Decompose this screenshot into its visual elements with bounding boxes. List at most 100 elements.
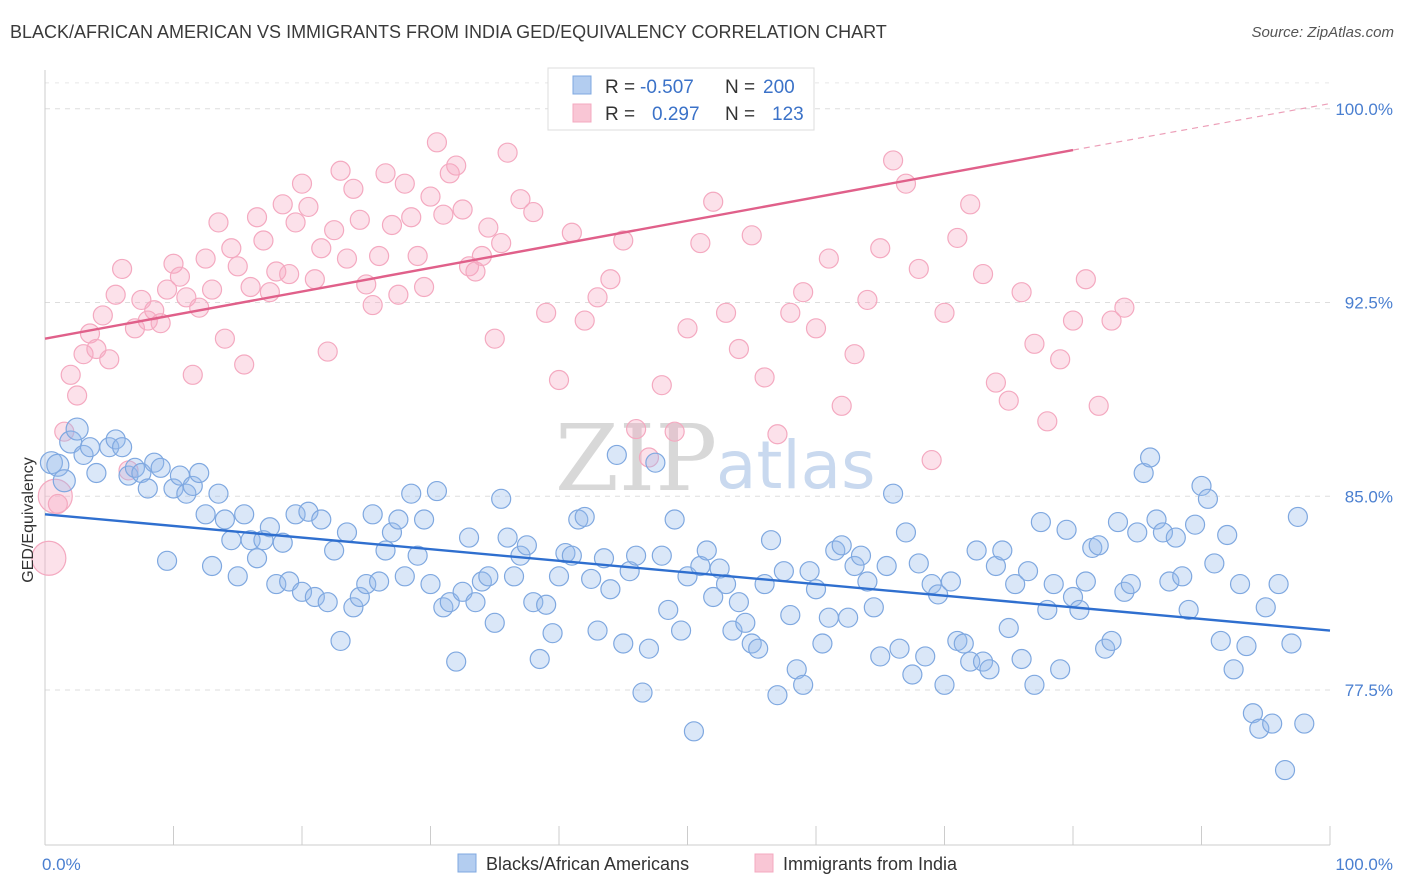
black-point-69 xyxy=(491,488,512,509)
india-point-24 xyxy=(189,297,210,318)
black-point-135 xyxy=(915,646,936,667)
black-point-171 xyxy=(1146,509,1167,530)
india-point-12 xyxy=(111,258,133,280)
black-point-91 xyxy=(632,682,653,703)
black-point-112 xyxy=(767,685,788,706)
india-point-95 xyxy=(793,282,814,303)
black-point-49 xyxy=(362,504,383,525)
legend-top: R = -0.507 N = 200 R = 0.297 N = 123 xyxy=(547,67,815,131)
black-point-94 xyxy=(651,545,672,566)
india-point-84 xyxy=(651,375,672,396)
india-point-41 xyxy=(298,196,319,218)
india-point-58 xyxy=(407,245,428,267)
india-point-119 xyxy=(1101,310,1122,331)
black-point-52 xyxy=(381,522,403,543)
black-point-193 xyxy=(1287,506,1308,528)
black-point-101 xyxy=(696,540,717,561)
black-point-190 xyxy=(1268,573,1289,595)
india-point-101 xyxy=(870,238,891,259)
black-point-127 xyxy=(863,597,884,618)
india-point-90 xyxy=(728,338,750,360)
india-point-31 xyxy=(234,354,255,375)
india-point-20 xyxy=(163,253,184,274)
black-point-38 xyxy=(291,581,313,602)
black-point-40 xyxy=(304,586,325,608)
india-point-81 xyxy=(613,230,634,251)
black-point-150 xyxy=(1011,648,1032,670)
legend-box xyxy=(547,67,815,131)
black-point-111 xyxy=(760,530,782,551)
black-point-165 xyxy=(1107,511,1129,533)
india-point-106 xyxy=(934,302,955,323)
black-point-180 xyxy=(1204,553,1225,574)
black-point-182 xyxy=(1217,524,1238,546)
black-point-77 xyxy=(542,623,563,644)
india-point-59 xyxy=(413,276,435,298)
black-point-131 xyxy=(889,638,910,659)
black-point-35 xyxy=(272,532,293,553)
india-point-10 xyxy=(99,349,120,370)
black-point-184 xyxy=(1229,573,1251,595)
india-point-72 xyxy=(497,142,518,163)
legend-bottom-label-india: Immigrants from India xyxy=(783,854,958,874)
black-point-39 xyxy=(298,501,319,522)
india-point-55 xyxy=(388,284,409,305)
black-point-113 xyxy=(773,561,794,582)
black-point-151 xyxy=(1017,561,1039,582)
india-point-110 xyxy=(985,372,1007,393)
black-point-143 xyxy=(966,540,987,561)
black-point-56 xyxy=(407,545,428,566)
black-point-99 xyxy=(683,721,705,742)
india-point-0 xyxy=(31,540,67,576)
black-point-53 xyxy=(388,509,409,530)
black-point-37 xyxy=(285,504,306,525)
india-point-79 xyxy=(587,287,608,308)
black-point-109 xyxy=(748,638,769,659)
india-point-108 xyxy=(960,194,981,215)
black-point-129 xyxy=(876,555,897,577)
black-point-21 xyxy=(182,475,203,497)
india-point-69 xyxy=(478,217,499,238)
black-point-33 xyxy=(259,517,280,538)
black-point-116 xyxy=(793,674,814,695)
black-point-155 xyxy=(1043,573,1064,595)
black-point-25 xyxy=(208,483,229,504)
india-point-60 xyxy=(420,186,441,207)
black-point-41 xyxy=(311,509,332,530)
black-point-17 xyxy=(156,550,178,571)
india-point-26 xyxy=(201,279,223,300)
black-point-153 xyxy=(1030,511,1051,533)
india-point-113 xyxy=(1024,333,1045,354)
india-point-80 xyxy=(600,269,621,290)
black-point-194 xyxy=(1294,713,1315,734)
india-point-38 xyxy=(279,263,300,285)
india-point-52 xyxy=(369,245,390,267)
india-point-87 xyxy=(690,232,711,254)
india-point-64 xyxy=(446,155,467,176)
x-tick-labels: 0.0% 100.0% xyxy=(42,855,1393,874)
india-point-37 xyxy=(272,194,293,215)
legend-r-label-india: R = xyxy=(605,104,635,125)
india-point-61 xyxy=(426,132,448,153)
trend-lines xyxy=(44,102,1331,632)
india-point-30 xyxy=(227,256,248,277)
india-point-51 xyxy=(362,294,383,316)
india-point-33 xyxy=(246,207,268,228)
india-point-25 xyxy=(195,248,216,269)
black-point-185 xyxy=(1236,635,1257,657)
black-point-147 xyxy=(992,540,1013,561)
black-point-48 xyxy=(356,573,377,595)
india-point-56 xyxy=(394,173,415,194)
india-point-23 xyxy=(182,364,203,385)
black-point-44 xyxy=(330,630,351,652)
legend-bottom-swatch-india xyxy=(754,853,774,873)
black-point-70 xyxy=(497,527,518,548)
black-point-146 xyxy=(985,555,1007,577)
india-point-88 xyxy=(703,191,724,212)
black-point-179 xyxy=(1197,488,1219,509)
y-tick-label-2: 85.0% xyxy=(1345,487,1393,506)
black-point-183 xyxy=(1223,659,1244,680)
black-point-186 xyxy=(1242,703,1264,724)
legend-swatch-india xyxy=(572,103,592,123)
